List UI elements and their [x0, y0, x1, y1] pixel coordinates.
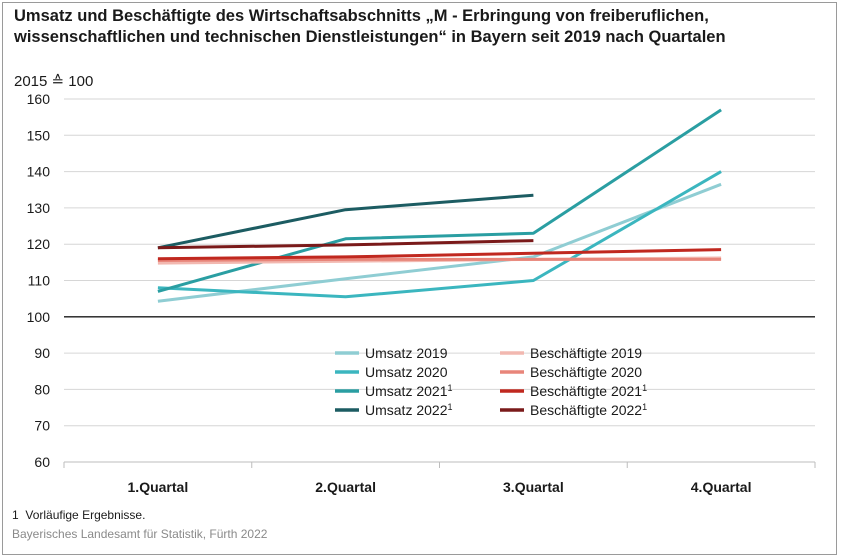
y-tick-label: 140 — [27, 164, 51, 180]
y-tick-label: 160 — [27, 91, 51, 107]
chart-title-line-1: Umsatz und Beschäftigte des Wirtschaftsa… — [14, 7, 709, 25]
series-line — [157, 193, 534, 250]
y-tick-label: 150 — [27, 127, 51, 143]
chart-title: Umsatz und Beschäftigte des Wirtschaftsa… — [14, 6, 824, 48]
y-tick-label: 110 — [28, 273, 51, 289]
series-line — [157, 170, 722, 299]
series-line — [157, 239, 534, 250]
x-tick-label: 2.Quartal — [315, 479, 376, 495]
legend: Umsatz 2019 Umsatz 2020 Umsatz 20211 Umsatz… — [335, 345, 647, 418]
legend-label: Beschäftigte 2019 — [530, 345, 642, 361]
footnote-text: Vorläufige Ergebnisse. — [25, 508, 146, 522]
legend-label: Umsatz 20221 — [365, 402, 453, 418]
y-tick-label: 70 — [34, 418, 50, 434]
series-line — [157, 108, 722, 293]
x-tick-label: 4.Quartal — [691, 479, 752, 495]
legend-label: Beschäftigte 2020 — [530, 364, 642, 380]
y-tick-label: 100 — [27, 309, 51, 325]
legend-label: Umsatz 2020 — [365, 364, 448, 380]
legend-label: Beschäftigte 20211 — [530, 383, 647, 399]
legend-label: Umsatz 20211 — [365, 383, 453, 399]
x-tick-label: 1.Quartal — [128, 479, 189, 495]
footnote: 1 Vorläufige Ergebnisse. — [12, 508, 145, 522]
unit-label: 2015 ≙ 100 — [14, 73, 94, 90]
source-note: Bayerisches Landesamt für Statistik, Für… — [12, 527, 268, 541]
y-tick-label: 80 — [34, 381, 50, 397]
chart-title-line-2: wissenschaftlichen und technischen Diens… — [14, 28, 726, 46]
y-tick-label: 130 — [27, 200, 51, 216]
footnote-mark: 1 — [12, 508, 19, 522]
x-tick-label: 3.Quartal — [503, 479, 564, 495]
y-tick-label: 120 — [27, 236, 51, 252]
series-line — [157, 257, 722, 262]
legend-label: Umsatz 2019 — [365, 345, 448, 361]
series-line — [157, 182, 722, 303]
series-line — [157, 248, 722, 261]
legend-label: Beschäftigte 20221 — [530, 402, 647, 418]
y-tick-label: 60 — [34, 454, 50, 470]
y-tick-label: 90 — [34, 345, 50, 361]
